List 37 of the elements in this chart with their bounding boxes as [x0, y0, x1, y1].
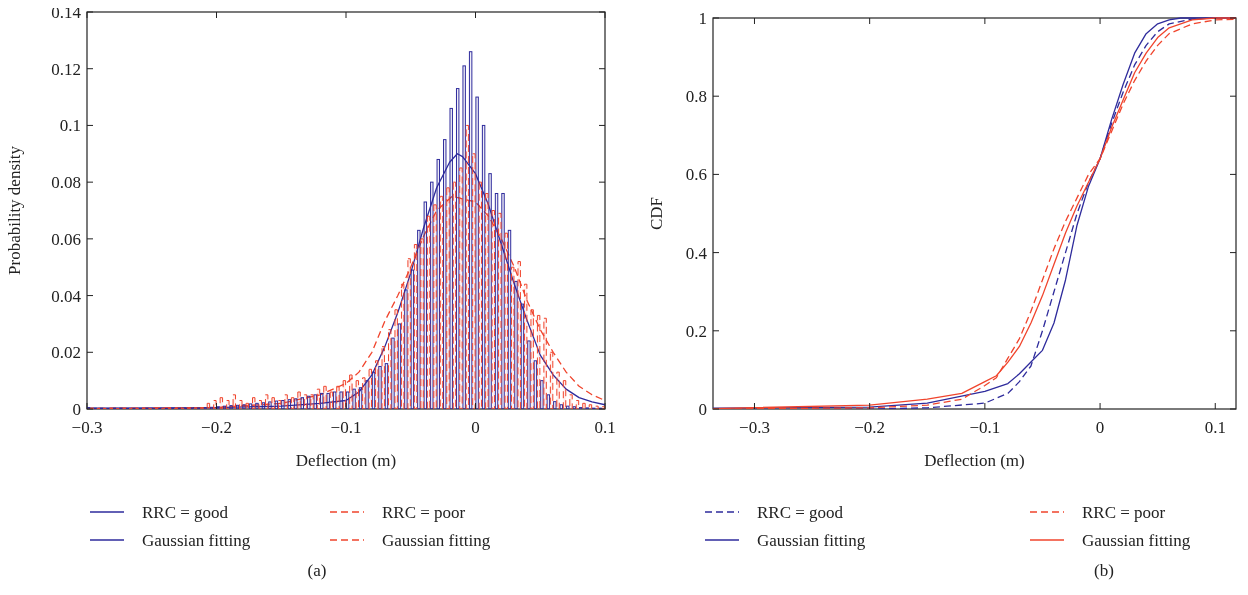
y-tick-label: 0: [72, 399, 81, 419]
y-tick-label: 0.08: [51, 173, 81, 193]
x-tick-label: −0.3: [71, 418, 103, 437]
x-tick-label: 0.1: [1204, 418, 1226, 437]
y-tick-label: 1: [698, 8, 707, 28]
x-axis-title: Deflection (m): [295, 451, 397, 470]
y-tick-label: 0.02: [51, 343, 81, 363]
y-tick-label: 0.6: [685, 165, 707, 185]
x-axis-title: Deflection (m): [924, 451, 1025, 470]
x-tick-label: −0.3: [739, 418, 770, 437]
x-tick-label: −0.1: [330, 418, 362, 437]
legend-label: Gaussian fitting: [757, 530, 866, 550]
x-tick-label: −0.1: [969, 418, 1001, 437]
y-tick-label: 0.2: [685, 321, 707, 341]
y-axis-title: CDF: [647, 196, 666, 231]
y-tick-label: 0.04: [51, 286, 82, 306]
legend-label: RRC = good: [757, 502, 844, 522]
legend-label: RRC = good: [142, 502, 229, 522]
y-tick-label: 0.12: [51, 59, 81, 79]
text: (b): [1094, 561, 1114, 580]
legend-label: Gaussian fitting: [382, 530, 491, 550]
x-tick-label: 0: [1095, 418, 1105, 437]
y-tick-label: 0.1: [59, 116, 81, 136]
text: (a): [307, 561, 327, 580]
legend-label: RRC = poor: [1082, 502, 1166, 522]
y-tick-label: 0.06: [51, 229, 81, 249]
legend-label: Gaussian fitting: [1082, 530, 1191, 550]
x-tick-label: −0.2: [201, 418, 232, 437]
y-tick-label: 0.4: [685, 243, 708, 263]
legend-label: Gaussian fitting: [142, 530, 251, 550]
x-tick-label: −0.2: [854, 418, 886, 437]
y-tick-label: 0.8: [685, 87, 707, 107]
y-tick-label: 0: [698, 399, 707, 419]
y-axis-title: Probability density: [5, 145, 24, 275]
x-tick-label: 0.1: [594, 418, 616, 437]
x-tick-label: 0: [471, 418, 480, 437]
legend-label: RRC = poor: [382, 502, 466, 522]
